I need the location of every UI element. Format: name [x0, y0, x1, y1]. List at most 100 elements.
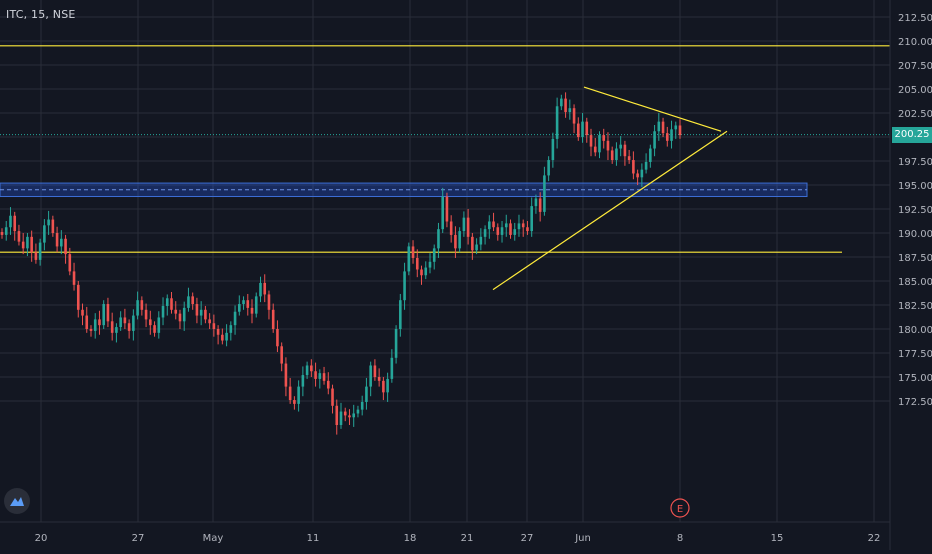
candle-body	[305, 365, 309, 376]
candle-body	[238, 304, 241, 312]
symbol-label: ITC, 15, NSE	[6, 8, 76, 21]
price-tick-label: 197.50	[898, 157, 932, 168]
price-tick-label: 177.50	[898, 349, 932, 360]
candle-body	[382, 380, 385, 393]
candle-body	[547, 160, 550, 176]
candle-body	[348, 415, 351, 418]
candle-body	[60, 238, 63, 247]
time-tick-label: 11	[307, 533, 320, 544]
candle-body	[475, 244, 478, 251]
candle-body	[432, 248, 436, 262]
support-zone[interactable]	[0, 182, 808, 198]
candle-body	[644, 161, 648, 170]
price-tick-label: 207.50	[898, 61, 932, 72]
candle-body	[127, 323, 131, 331]
candle-body	[589, 135, 593, 147]
tradingview-logo-icon[interactable]	[4, 488, 30, 514]
candle-body	[110, 321, 114, 333]
price-axis[interactable]: 212.50210.00207.50205.00202.50200.00197.…	[889, 0, 932, 550]
candle-body	[454, 234, 457, 249]
candle-body	[132, 315, 135, 331]
candle-body	[144, 309, 148, 320]
candle-body	[314, 371, 317, 379]
candle-body	[267, 294, 271, 310]
candle-body	[360, 401, 364, 410]
price-tick-label: 202.50	[898, 109, 932, 120]
time-tick-label: 20	[35, 533, 48, 544]
candle-body	[653, 131, 656, 149]
candlestick-series	[0, 92, 682, 435]
candle-body	[602, 135, 606, 141]
price-tick-label: 180.00	[898, 325, 932, 336]
candle-body	[543, 175, 546, 212]
candle-body	[428, 261, 432, 268]
time-axis[interactable]: 20 27 May 11 18 21 27 Jun 8 15 22	[0, 521, 890, 544]
candle-body	[500, 227, 504, 235]
candle-body	[85, 315, 89, 329]
candle-body	[153, 325, 156, 333]
candle-body	[106, 304, 110, 322]
candle-body	[636, 173, 639, 178]
price-tick-label: 175.00	[898, 373, 932, 384]
candle-body	[216, 329, 220, 335]
candle-body	[165, 298, 169, 306]
candle-body	[441, 196, 444, 230]
candle-body	[140, 300, 144, 310]
candle-body	[458, 231, 461, 249]
candle-body	[568, 108, 572, 113]
candle-body	[530, 206, 533, 232]
candle-body	[246, 300, 250, 308]
triangle-upper-line	[583, 86, 722, 132]
candle-body	[157, 317, 161, 333]
price-tick-label: 190.00	[898, 229, 932, 240]
candle-body	[0, 232, 4, 235]
candle-body	[581, 121, 584, 137]
candle-body	[462, 217, 466, 232]
price-tick-label: 192.50	[898, 205, 932, 216]
candle-body	[123, 317, 127, 324]
candle-body	[538, 198, 542, 212]
candle-body	[242, 300, 245, 305]
candle-body	[437, 229, 440, 249]
candle-body	[280, 346, 283, 364]
candle-body	[466, 217, 470, 237]
candle-body	[365, 386, 368, 402]
candle-body	[399, 300, 402, 329]
candle-body	[119, 317, 122, 328]
candle-body	[187, 296, 190, 308]
earnings-marker[interactable]: E	[670, 498, 690, 518]
candle-body	[191, 296, 194, 305]
candle-body	[555, 106, 559, 139]
candle-body	[297, 386, 300, 404]
candle-body	[551, 138, 555, 161]
last-price-tag: 200.25	[892, 126, 932, 143]
candle-body	[259, 282, 262, 297]
candle-body	[47, 219, 50, 226]
candle-body	[615, 148, 618, 161]
candle-body	[13, 215, 17, 232]
candle-body	[483, 229, 487, 237]
candle-body	[43, 225, 46, 243]
candle-body	[577, 123, 580, 137]
candle-body	[271, 309, 275, 329]
candle-body	[593, 146, 597, 153]
candle-body	[335, 405, 339, 425]
candle-body	[564, 98, 567, 113]
earnings-marker-icon	[670, 498, 690, 518]
candle-body	[560, 98, 563, 107]
candle-body	[610, 150, 614, 161]
candle-body	[585, 121, 589, 136]
candle-body	[149, 319, 152, 326]
horizontal-levels[interactable]	[0, 45, 890, 253]
price-tick-label: 210.00	[898, 37, 932, 48]
candle-body	[343, 411, 347, 416]
candle-body	[657, 121, 661, 132]
candle-body	[598, 135, 601, 153]
candle-body	[76, 284, 80, 310]
candle-body	[174, 309, 178, 314]
candle-body	[488, 221, 491, 230]
candle-body	[81, 309, 84, 316]
triangle-pattern[interactable]	[492, 86, 728, 291]
